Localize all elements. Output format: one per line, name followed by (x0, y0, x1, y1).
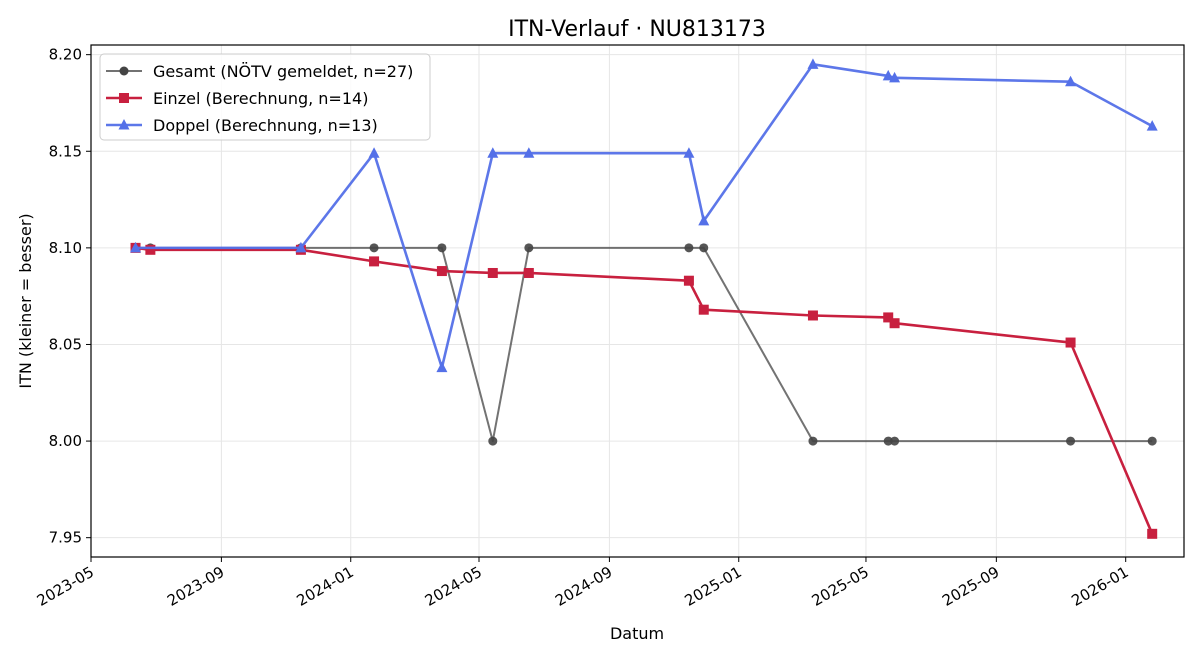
y-tick-label: 8.15 (49, 142, 82, 160)
legend-label: Doppel (Berechnung, n=13) (153, 116, 378, 135)
y-tick-label: 8.05 (49, 335, 82, 353)
y-tick-label: 8.10 (49, 239, 82, 257)
series-triangle (130, 58, 1158, 373)
x-axis-label: Datum (610, 624, 664, 643)
data-point (889, 318, 900, 329)
data-point (523, 147, 535, 158)
data-point (487, 267, 498, 278)
data-point (1147, 528, 1158, 539)
data-point (436, 361, 448, 373)
y-axis: 7.95 8.00 8.05 8.10 8.15 8.20 (49, 46, 91, 547)
data-point (698, 304, 709, 315)
legend-marker (119, 93, 129, 103)
y-tick-label: 8.00 (49, 432, 82, 450)
data-point (436, 266, 447, 277)
data-point (883, 436, 893, 446)
data-point (295, 241, 307, 253)
data-point (145, 244, 156, 255)
y-axis-label: ITN (kleiner = besser) (16, 213, 35, 388)
data-point (1065, 75, 1077, 87)
data-point (1146, 120, 1158, 131)
data-point (437, 243, 447, 253)
data-point (807, 58, 819, 69)
data-point (683, 147, 695, 158)
data-point (524, 243, 534, 253)
data-point (883, 312, 894, 323)
data-point (130, 241, 142, 253)
chart-title: ITN-Verlauf · NU813173 (508, 17, 766, 42)
data-point (488, 436, 498, 446)
data-point (808, 436, 818, 446)
legend-marker (118, 119, 130, 130)
data-point (523, 267, 534, 278)
legend: Gesamt (NÖTV gemeldet, n=27) Einzel (Bere… (99, 53, 431, 141)
legend-frame (99, 53, 431, 141)
data-point (369, 243, 379, 253)
data-point (699, 243, 709, 253)
data-point (1065, 337, 1076, 348)
data-point (1066, 436, 1076, 446)
y-tick-label: 7.95 (49, 529, 82, 547)
data-point (807, 310, 818, 321)
data-point (487, 147, 499, 158)
data-point (889, 71, 901, 83)
legend-marker (119, 66, 129, 76)
y-tick-label: 8.20 (49, 46, 82, 64)
data-point (683, 275, 694, 286)
data-point (1147, 436, 1157, 446)
data-point (369, 256, 380, 267)
data-point (698, 214, 710, 226)
legend-label: Gesamt (NÖTV gemeldet, n=27) (153, 62, 413, 81)
series-layer (130, 58, 1158, 539)
data-point (368, 147, 380, 158)
series-square (130, 242, 1158, 539)
plot-frame (90, 44, 1185, 558)
data-point (890, 436, 900, 446)
legend-label: Einzel (Berechnung, n=14) (153, 89, 368, 108)
data-point (684, 243, 694, 253)
data-point (882, 69, 894, 81)
